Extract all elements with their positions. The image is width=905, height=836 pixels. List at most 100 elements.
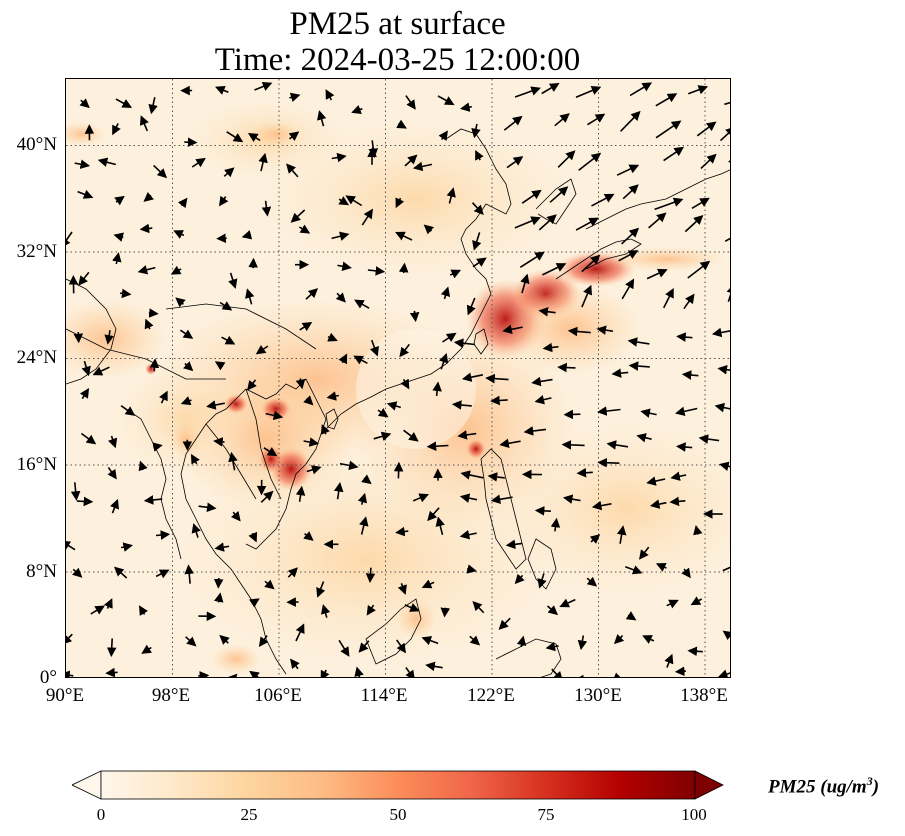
wind-arrow [214,592,224,603]
wind-arrow [687,646,703,657]
wind-arrow [426,441,449,452]
wind-arrow [170,265,182,275]
wind-arrow [120,405,136,416]
wind-arrow [110,498,119,514]
wind-arrow [66,231,73,248]
wind-arrow [265,410,284,421]
wind-arrow [537,573,547,589]
wind-arrow [400,378,410,390]
wind-arrow [449,269,462,279]
wind-arrow [670,471,687,481]
colorbar-tick-0: 0 [96,805,106,824]
wind-arrow [66,633,73,645]
wind-arrow [412,493,429,503]
wind-arrow [663,146,685,162]
wind-arrow [405,667,415,677]
wind-arrow [439,352,449,370]
wind-arrow [620,110,641,132]
wind-arrow [403,429,419,442]
wind-arrow [395,231,413,241]
wind-arrow [669,496,686,507]
wind-arrow [338,353,348,365]
wind-arrow [425,661,443,672]
wind-arrow [286,163,299,178]
wind-arrow [295,378,306,390]
wind-arrow [249,670,260,677]
lon-label-90: 90°E [45,685,85,706]
wind-arrow [687,260,711,279]
wind-arrow [185,636,197,647]
wind-arrow [662,287,674,309]
colorbar-gradient [100,770,696,800]
wind-arrow [618,250,639,262]
wind-arrow [487,472,505,482]
wind-arrow [396,639,407,654]
wind-arrow [249,598,260,608]
wind-arrow [475,149,484,161]
wind-arrow [114,195,125,206]
wind-arrow [649,499,667,509]
wind-arrow [155,530,171,540]
wind-arrow [628,361,650,371]
wind-arrow [216,233,227,244]
wind-arrow [596,325,614,335]
wind-arrow [215,85,229,95]
wind-arrow [80,432,97,445]
wind-arrow [143,495,163,505]
wind-arrow [247,379,257,391]
wind-arrow [264,579,275,590]
wind-arrow [516,635,527,648]
wind-arrow [221,335,236,345]
wind-arrow [655,93,678,107]
wind-arrow [490,494,513,505]
wind-arrow [148,97,158,115]
wind-arrow [327,332,338,342]
wind-arrow [305,288,319,300]
wind-arrow [451,400,472,410]
wind-arrow [365,567,376,583]
wind-arrow [505,539,523,550]
wind-arrow [698,434,720,444]
wind-arrow [289,92,301,103]
wind-arrow [366,604,376,616]
lon-label-122: 122°E [467,685,515,706]
wind-arrow [461,372,484,382]
colorbar-extend-low [71,770,102,800]
wind-arrow [226,131,244,143]
colorbar-title: PM25 (ug/m3) [768,774,879,798]
wind-arrow [423,224,435,235]
wind-arrow [303,531,314,541]
wind-arrow [138,460,148,472]
wind-arrow [338,639,350,657]
wind-arrow [717,669,730,677]
wind-arrow [373,431,392,441]
wind-arrow [567,326,591,337]
map-title: PM25 at surface [289,6,506,42]
wind-arrow [625,611,637,621]
map-time: Time: 2024-03-25 12:00:00 [214,42,581,78]
wind-arrow [675,406,698,417]
wind-arrow [404,154,418,167]
wind-arrow [591,193,615,207]
wind-arrow [245,288,255,305]
wind-arrow [521,189,542,204]
wind-arrow [557,150,576,168]
wind-arrow [137,265,156,275]
wind-arrow [149,358,160,372]
wind-arrow [326,391,339,401]
wind-arrow [66,540,76,551]
wind-arrow [538,306,556,317]
wind-arrow [190,453,200,465]
wind-arrow [213,437,225,447]
wind-arrow [353,355,368,365]
wind-arrow [70,482,81,501]
wind-arrow [490,395,508,406]
wind-arrow [666,599,679,609]
wind-arrow [138,605,149,616]
wind-arrow [260,490,274,503]
wind-arrow [290,658,300,670]
wind-arrow [575,217,599,231]
wind-arrow [437,95,455,106]
wind-arrow [519,251,545,268]
wind-arrow [485,373,509,384]
